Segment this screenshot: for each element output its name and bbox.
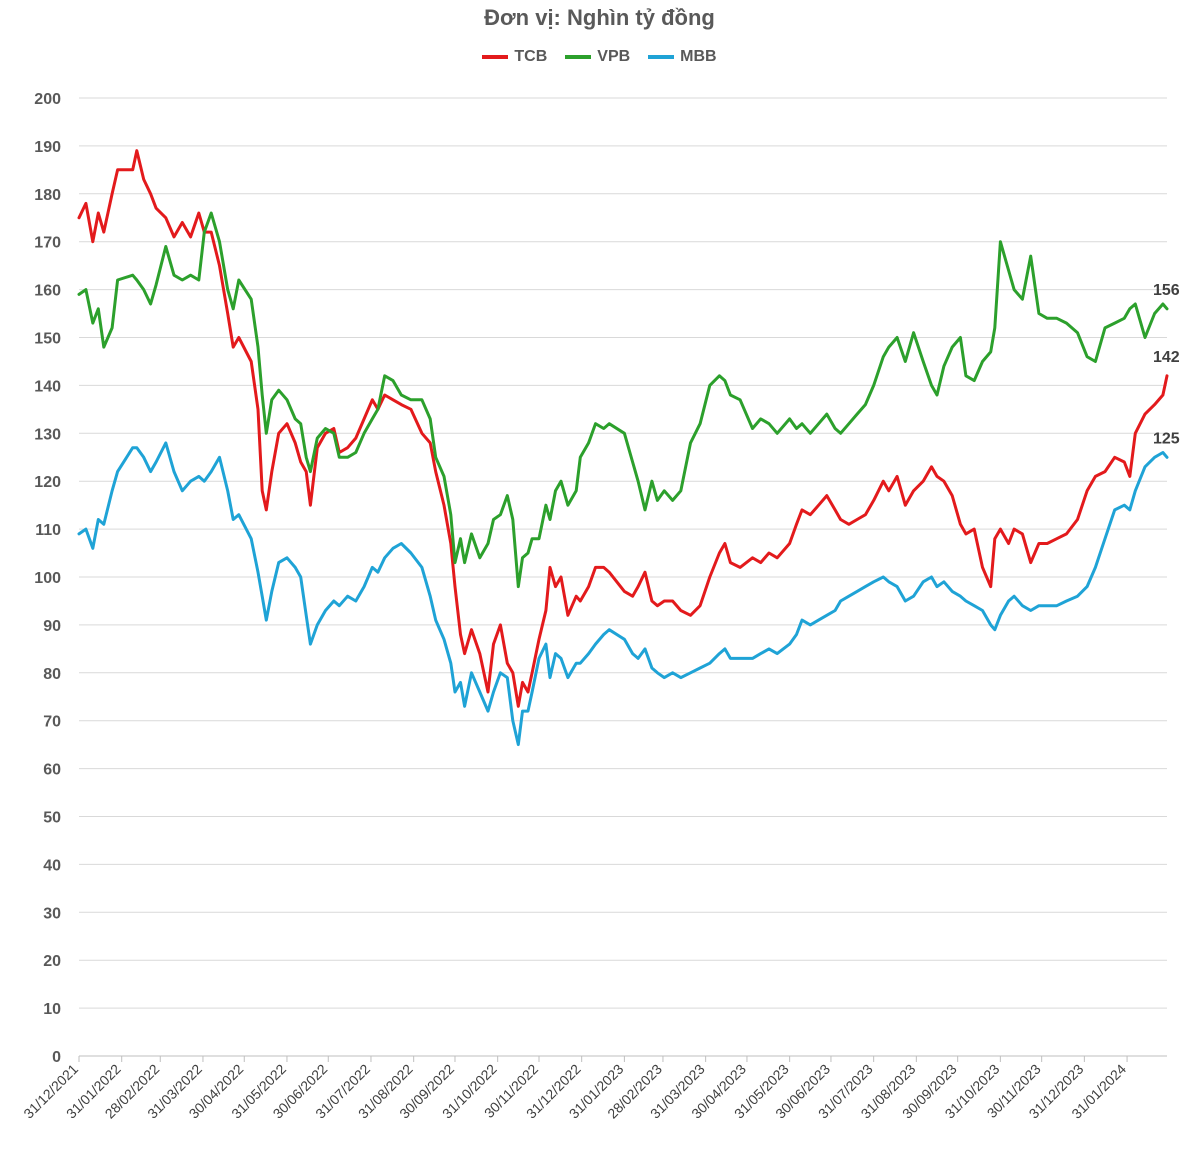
y-tick-label: 80 bbox=[43, 666, 61, 683]
x-axis: 31/12/202131/01/202228/02/202231/03/2022… bbox=[20, 1056, 1129, 1122]
legend-label-mbb: MBB bbox=[680, 48, 717, 65]
y-tick-label: 70 bbox=[43, 714, 61, 731]
grid-lines bbox=[79, 97, 1167, 1057]
legend-swatch-vpb bbox=[565, 55, 592, 59]
y-tick-label: 0 bbox=[52, 1049, 61, 1066]
y-tick-label: 60 bbox=[43, 762, 61, 779]
legend-swatch-tcb bbox=[482, 55, 509, 59]
legend-label-vpb: VPB bbox=[597, 48, 631, 65]
series-line-mbb bbox=[77, 441, 1169, 747]
y-tick-label: 190 bbox=[34, 139, 61, 156]
y-tick-label: 120 bbox=[34, 474, 61, 491]
y-tick-label: 130 bbox=[34, 426, 61, 443]
chart-title: Đơn vị: Nghìn tỷ đồng bbox=[484, 5, 715, 30]
end-label-mbb: 125 bbox=[1153, 430, 1180, 447]
y-tick-label: 200 bbox=[34, 91, 61, 108]
end-label-vpb: 156 bbox=[1153, 282, 1180, 299]
y-tick-label: 110 bbox=[35, 522, 61, 539]
series-line-vpb bbox=[77, 211, 1169, 589]
y-tick-label: 90 bbox=[43, 618, 61, 635]
legend: TCB VPB MBB bbox=[0, 48, 1199, 66]
y-tick-label: 20 bbox=[43, 953, 61, 970]
y-tick-label: 140 bbox=[34, 378, 61, 395]
legend-label-tcb: TCB bbox=[514, 48, 548, 65]
end-label-tcb: 142 bbox=[1153, 349, 1180, 366]
series-lines bbox=[77, 149, 1169, 747]
y-tick-label: 40 bbox=[43, 857, 61, 874]
y-tick-label: 150 bbox=[34, 331, 61, 348]
legend-swatch-mbb bbox=[648, 55, 675, 59]
legend-item-vpb: VPB bbox=[565, 48, 630, 66]
series-line-tcb bbox=[77, 149, 1169, 708]
y-tick-label: 100 bbox=[34, 570, 61, 587]
legend-item-tcb: TCB bbox=[482, 48, 547, 66]
y-tick-label: 160 bbox=[34, 283, 61, 300]
end-labels: 142 156 125 bbox=[1153, 282, 1180, 447]
y-tick-label: 10 bbox=[43, 1001, 61, 1018]
legend-item-mbb: MBB bbox=[648, 48, 717, 66]
y-tick-label: 170 bbox=[34, 235, 61, 252]
y-tick-label: 180 bbox=[34, 187, 61, 204]
y-axis: 0 10 20 30 40 50 60 70 80 90 100 110 120 130 140 150 160… bbox=[34, 91, 61, 1066]
y-tick-label: 50 bbox=[43, 810, 61, 827]
y-tick-label: 30 bbox=[43, 905, 61, 922]
